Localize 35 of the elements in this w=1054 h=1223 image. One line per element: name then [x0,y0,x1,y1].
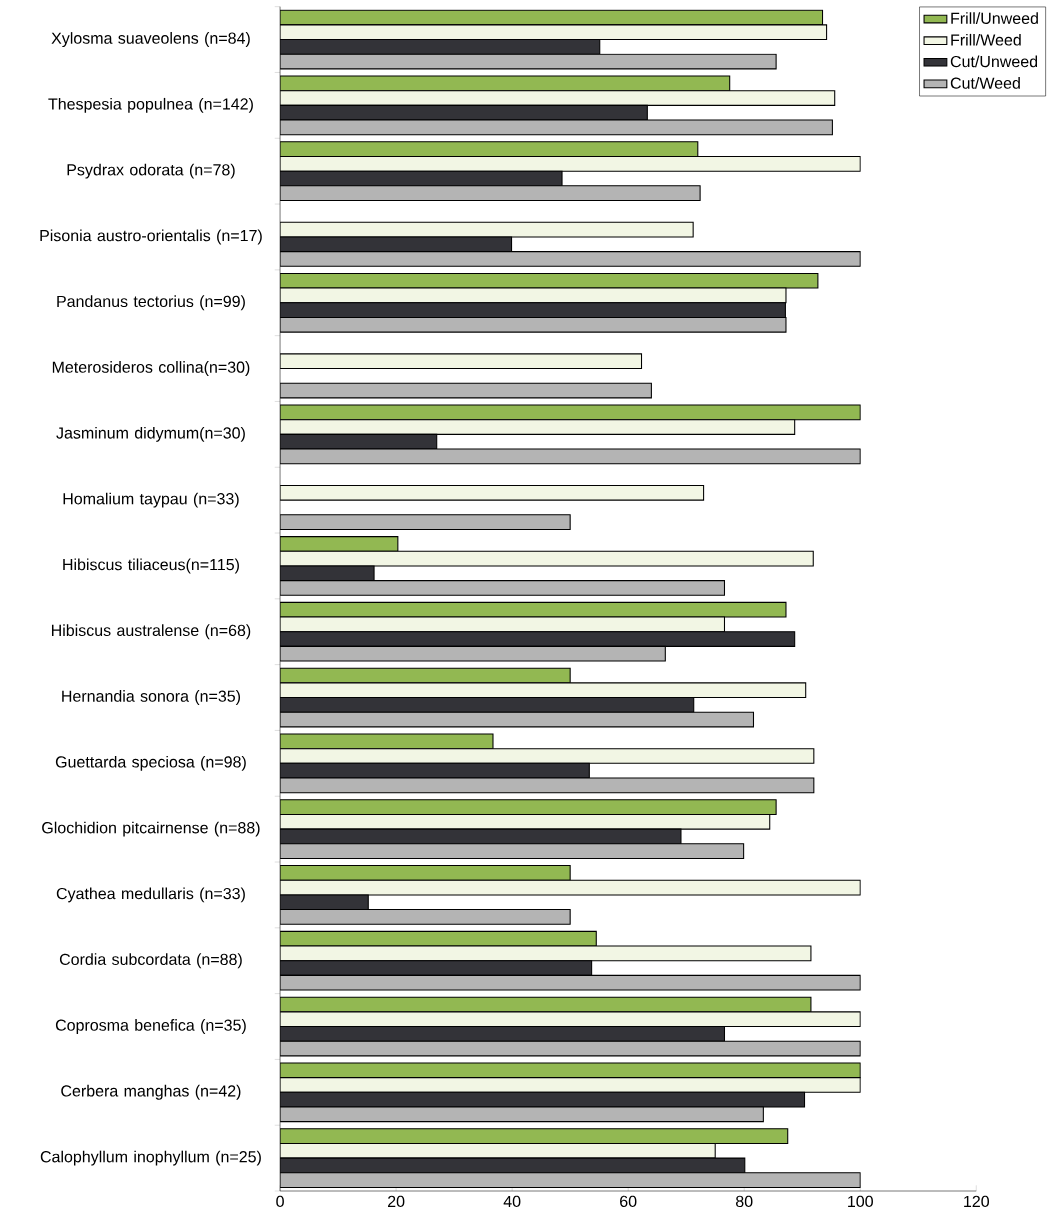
bar [280,39,601,55]
y-tick-label: Thespesia populnea (n=142) [48,97,254,113]
x-tick-label: 100 [848,1195,874,1208]
y-tick-label: Jasminum didymum(n=30) [56,426,246,442]
y-tick-label: Hernandia sonora (n=35) [62,690,241,705]
y-tick-label: Psydrax odorata (n=78) [67,163,235,179]
y-tick-label: Cordia subcordata (n=88) [60,953,242,969]
x-tick-label: 60 [620,1195,637,1208]
y-tick-label: Xylosma suaveolens (n=84) [51,32,250,48]
x-tick-label: 120 [964,1195,990,1208]
legend-label: Frill/Unweed [951,12,1039,25]
y-tick-label: Calophyllum inophyllum (n=25) [41,1150,262,1166]
y-tick-label: Hibiscus tiliaceus(n=115) [63,558,240,574]
x-tick-label: 40 [503,1195,521,1208]
legend-label: Cut/Unweed [951,55,1038,68]
y-tick-label: Pisonia austro-orientalis (n=17) [40,229,262,245]
y-tick-label: Glochidion pitcairnense (n=88) [42,821,260,837]
y-tick-label: Cerbera manghas (n=42) [61,1084,241,1100]
bar [280,960,593,976]
y-tick-label: Pandanus tectorius (n=99) [57,295,246,311]
y-tick-label: Hibiscus australense (n=68) [52,624,251,640]
x-tick-label: 80 [736,1195,753,1208]
y-tick-label: Coprosma benefica (n=35) [56,1019,246,1034]
bar [280,631,796,647]
legend-label: Frill/Weed [951,33,1021,46]
y-tick-label: Meterosideros collina(n=30) [53,361,250,376]
x-tick-label: 20 [388,1195,405,1208]
y-tick-label: Homalium taypau (n=33) [63,492,239,508]
bar [280,302,787,318]
y-tick-label: Cyathea medullaris (n=33) [57,887,246,903]
x-tick-label: 0 [276,1195,285,1208]
bar [280,696,695,713]
bar [280,1025,726,1042]
legend-label: Cut/Weed [951,77,1021,89]
y-tick-label: Guettarda speciosa (n=98) [56,755,246,771]
